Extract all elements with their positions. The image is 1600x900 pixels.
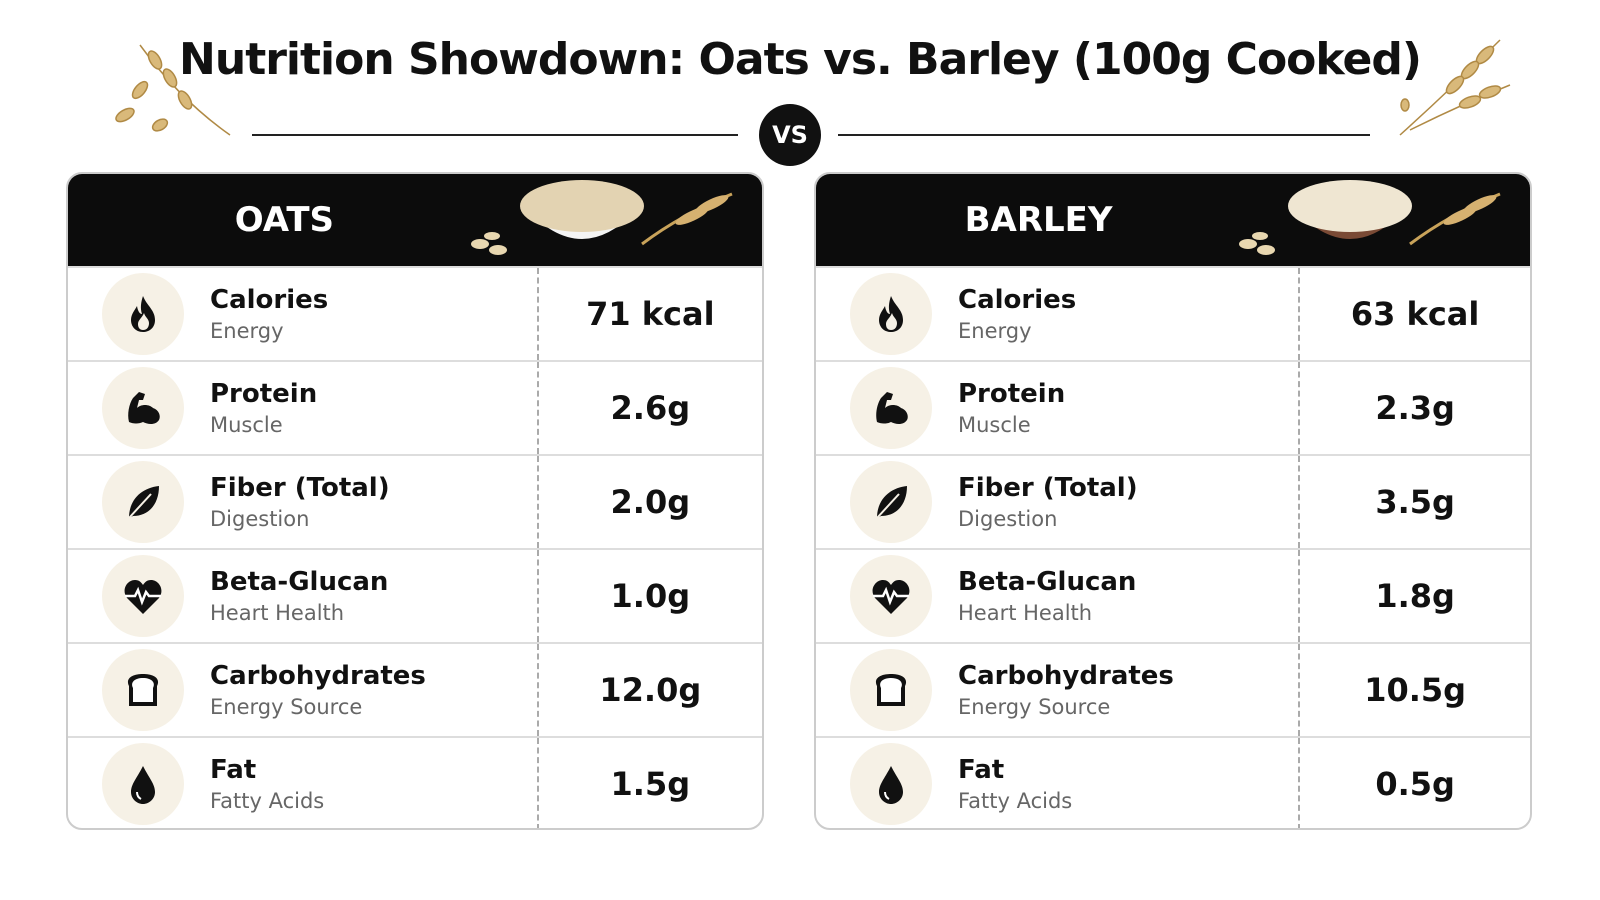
nutrient-sublabel: Energy Source: [958, 695, 1111, 719]
nutrient-icon: [102, 555, 184, 637]
nutrient-row: Beta-Glucan Heart Health 1.0g: [68, 548, 762, 642]
nutrient-value: 2.0g: [536, 456, 762, 548]
nutrient-icon: [102, 649, 184, 731]
nutrient-labels: Beta-Glucan Heart Health: [958, 567, 1288, 625]
panel-title: OATS: [234, 200, 335, 240]
nutrient-labels: Beta-Glucan Heart Health: [210, 567, 540, 625]
nutrient-value: 1.8g: [1298, 550, 1530, 642]
nutrient-value: 3.5g: [1298, 456, 1530, 548]
nutrient-icon: [102, 743, 184, 825]
nutrient-row: Beta-Glucan Heart Health 1.8g: [816, 548, 1530, 642]
nutrient-icon: [850, 743, 932, 825]
nutrient-label: Carbohydrates: [958, 661, 1174, 691]
nutrient-icon: [102, 461, 184, 543]
nutrient-row: Fiber (Total) Digestion 3.5g: [816, 454, 1530, 548]
nutrient-label: Carbohydrates: [210, 661, 426, 691]
icon-glyph: [876, 392, 908, 424]
icon-glyph: [879, 766, 903, 804]
nutrient-value: 63 kcal: [1298, 268, 1530, 360]
nutrient-labels: Carbohydrates Energy Source: [210, 661, 540, 719]
nutrient-sublabel: Digestion: [210, 507, 310, 531]
nutrient-sublabel: Energy Source: [210, 695, 363, 719]
title: Nutrition Showdown: Oats vs. Barley (100…: [179, 34, 1422, 85]
nutrient-labels: Protein Muscle: [210, 379, 540, 437]
nutrient-sublabel: Digestion: [958, 507, 1058, 531]
panel: OATS Calories Energy 71 kcal Protein Muscle 2…: [66, 172, 764, 830]
icon-glyph: [872, 580, 910, 614]
nutrient-sublabel: Energy: [958, 319, 1032, 343]
nutrient-row: Carbohydrates Energy Source 12.0g: [68, 642, 762, 736]
nutrient-label: Fat: [958, 755, 1005, 785]
nutrient-row: Calories Energy 71 kcal: [68, 266, 762, 360]
nutrient-label: Calories: [958, 285, 1077, 315]
panel-header: OATS: [68, 174, 762, 266]
nutrient-value: 2.6g: [536, 362, 762, 454]
nutrient-sublabel: Muscle: [958, 413, 1031, 437]
nutrient-value: 10.5g: [1298, 644, 1530, 736]
nutrient-value: 12.0g: [536, 644, 762, 736]
nutrient-value: 71 kcal: [536, 268, 762, 360]
panel: BARLEY Calories Energy 63 kcal Protein Muscl…: [814, 172, 1532, 830]
nutrient-row: Calories Energy 63 kcal: [816, 266, 1530, 360]
nutrient-row: Fat Fatty Acids 0.5g: [816, 736, 1530, 828]
nutrient-labels: Calories Energy: [210, 285, 540, 343]
panel-header: BARLEY: [816, 174, 1530, 266]
nutrient-value: 1.5g: [536, 738, 762, 828]
nutrient-icon: [850, 649, 932, 731]
nutrient-row: Fiber (Total) Digestion 2.0g: [68, 454, 762, 548]
nutrient-labels: Fiber (Total) Digestion: [958, 473, 1288, 531]
nutrient-label: Beta-Glucan: [210, 567, 389, 597]
nutrient-row: Protein Muscle 2.3g: [816, 360, 1530, 454]
nutrient-sublabel: Heart Health: [210, 601, 345, 625]
icon-glyph: [128, 392, 160, 424]
icon-glyph: [875, 674, 907, 706]
nutrient-labels: Carbohydrates Energy Source: [958, 661, 1288, 719]
nutrient-labels: Fiber (Total) Digestion: [210, 473, 540, 531]
nutrient-labels: Calories Energy: [958, 285, 1288, 343]
nutrient-value: 0.5g: [1298, 738, 1530, 828]
nutrient-row: Fat Fatty Acids 1.5g: [68, 736, 762, 828]
grain-bowl-illustration: [471, 180, 733, 255]
nutrient-icon: [850, 461, 932, 543]
grain-bowl-illustration: [1239, 180, 1501, 255]
icon-glyph: [128, 486, 159, 519]
vs-badge: VS: [759, 104, 821, 166]
divider: [252, 134, 738, 136]
nutrient-sublabel: Fatty Acids: [958, 789, 1073, 813]
nutrient-labels: Fat Fatty Acids: [958, 755, 1288, 813]
nutrient-labels: Protein Muscle: [958, 379, 1288, 437]
icon-glyph: [131, 296, 155, 332]
nutrient-sublabel: Muscle: [210, 413, 283, 437]
nutrient-label: Calories: [210, 285, 329, 315]
nutrient-label: Fiber (Total): [210, 473, 390, 503]
nutrient-value: 2.3g: [1298, 362, 1530, 454]
nutrient-row: Carbohydrates Energy Source 10.5g: [816, 642, 1530, 736]
icon-glyph: [127, 674, 159, 706]
icon-glyph: [879, 296, 903, 332]
nutrient-label: Beta-Glucan: [958, 567, 1137, 597]
nutrient-label: Fat: [210, 755, 257, 785]
wheat-decoration: [115, 44, 231, 136]
nutrient-label: Protein: [210, 379, 318, 409]
nutrient-label: Protein: [958, 379, 1066, 409]
nutrient-sublabel: Heart Health: [958, 601, 1093, 625]
panel-title: BARLEY: [964, 200, 1113, 240]
nutrient-icon: [850, 367, 932, 449]
wheat-decoration: [1399, 39, 1511, 136]
nutrient-sublabel: Fatty Acids: [210, 789, 325, 813]
icon-glyph: [131, 766, 155, 804]
nutrient-labels: Fat Fatty Acids: [210, 755, 540, 813]
icon-glyph: [124, 580, 162, 614]
nutrient-row: Protein Muscle 2.6g: [68, 360, 762, 454]
icon-glyph: [876, 486, 907, 519]
nutrient-icon: [850, 273, 932, 355]
nutrient-sublabel: Energy: [210, 319, 284, 343]
divider: [838, 134, 1370, 136]
nutrient-icon: [102, 273, 184, 355]
nutrient-label: Fiber (Total): [958, 473, 1138, 503]
nutrient-value: 1.0g: [536, 550, 762, 642]
nutrient-icon: [850, 555, 932, 637]
nutrient-icon: [102, 367, 184, 449]
